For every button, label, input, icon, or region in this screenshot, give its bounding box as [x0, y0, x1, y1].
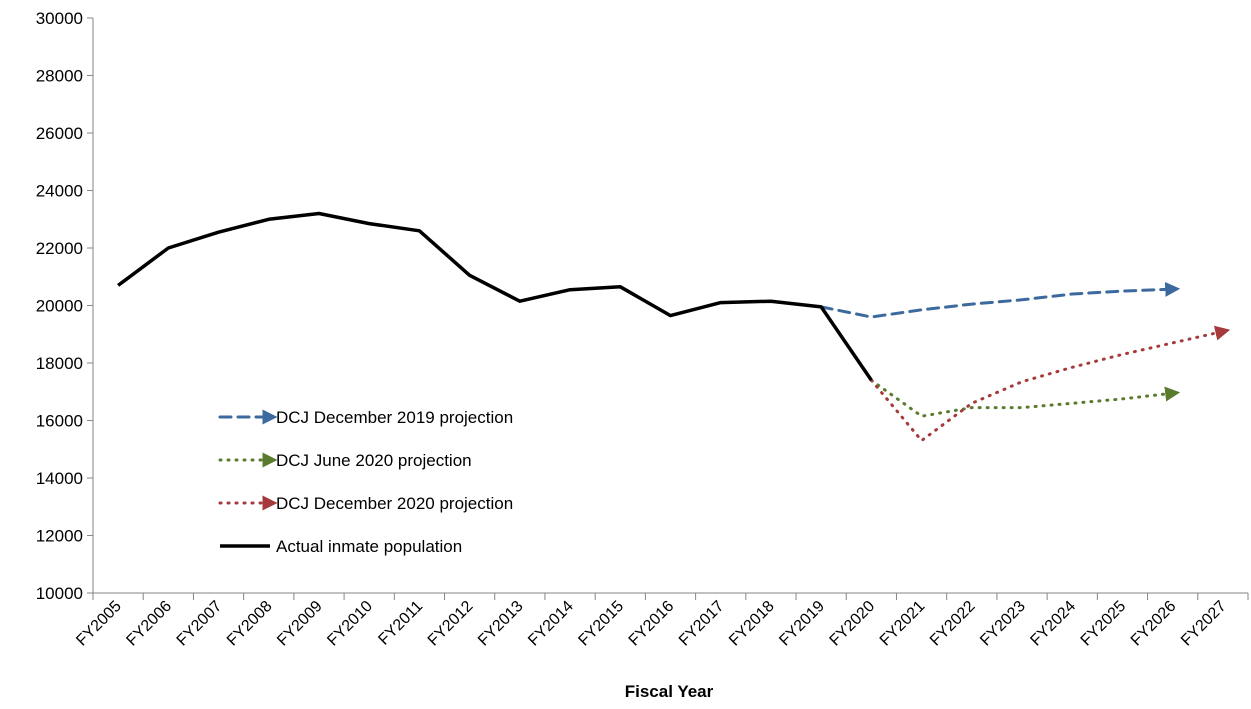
x-tick-label: FY2020 — [827, 598, 879, 650]
x-tick-label: FY2019 — [776, 598, 828, 650]
y-axis: 10000 12000 14000 16000 18000 20000 22000 24000… — [36, 9, 94, 603]
y-tick-label: 22000 — [36, 239, 83, 258]
y-tick-label: 18000 — [36, 354, 83, 373]
x-tick-label: FY2007 — [174, 598, 226, 650]
x-tick-label: FY2023 — [977, 598, 1029, 650]
x-tick-label: FY2026 — [1128, 598, 1180, 650]
x-tick-label: FY2022 — [927, 598, 979, 650]
y-tick-label: 14000 — [36, 469, 83, 488]
x-tick-label: FY2025 — [1078, 598, 1130, 650]
y-tick-label: 26000 — [36, 124, 83, 143]
x-tick-label: FY2014 — [525, 598, 577, 650]
y-tick-label: 20000 — [36, 297, 83, 316]
y-tick-label: 10000 — [36, 584, 83, 603]
x-axis-title: Fiscal Year — [625, 682, 714, 701]
series-layer — [117, 211, 1231, 443]
legend-label-2: DCJ December 2020 projection — [276, 494, 513, 513]
x-tick-label: FY2018 — [726, 598, 778, 650]
x-tick-label: FY2015 — [575, 598, 627, 650]
x-tick-label: FY2012 — [425, 598, 477, 650]
x-tick-label: FY2011 — [375, 598, 426, 649]
x-tick-label: FY2006 — [124, 598, 176, 650]
x-tick-label: FY2021 — [877, 598, 929, 650]
x-tick-label: FY2009 — [274, 598, 326, 650]
legend-label-3: Actual inmate population — [276, 537, 462, 556]
y-tick-label: 12000 — [36, 527, 83, 546]
series-line-2 — [869, 325, 1231, 443]
series-line-1 — [869, 378, 1181, 418]
y-tick-label: 24000 — [36, 182, 83, 201]
x-tick-label: FY2016 — [626, 598, 678, 650]
legend: DCJ December 2019 projection DCJ June 202… — [218, 408, 513, 556]
x-tick-label: FY2013 — [475, 598, 527, 650]
series-line-3 — [117, 211, 873, 382]
legend-label-1: DCJ June 2020 projection — [276, 451, 472, 470]
x-tick-label: FY2024 — [1027, 598, 1079, 650]
y-tick-label: 28000 — [36, 67, 83, 86]
x-tick-label: FY2008 — [224, 598, 276, 650]
y-tick-label: 16000 — [36, 412, 83, 431]
x-tick-label: FY2027 — [1178, 598, 1230, 650]
series-line-0 — [819, 281, 1181, 319]
legend-label-0: DCJ December 2019 projection — [276, 408, 513, 427]
x-tick-label: FY2005 — [73, 598, 125, 650]
x-tick-label: FY2017 — [676, 598, 728, 650]
y-tick-label: 30000 — [36, 9, 83, 28]
x-tick-label: FY2010 — [324, 598, 376, 650]
